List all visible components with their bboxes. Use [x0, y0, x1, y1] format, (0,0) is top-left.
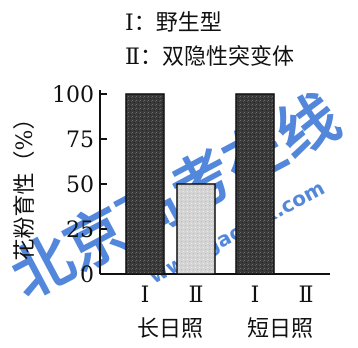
x-tick-label-2-2: Ⅱ	[299, 283, 314, 308]
watermark: 北京高考在线 www.gaokzx.com	[0, 82, 351, 313]
group-label-2: 短日照	[247, 317, 313, 342]
legend-entry-1: Ⅰ：野生型	[125, 11, 222, 36]
bar-1-Ⅰ	[125, 93, 165, 275]
y-tick-label-0: 0	[80, 263, 94, 288]
axes: 0 25 50 75 100	[52, 83, 330, 288]
x-tick-label-1-1: Ⅰ	[141, 283, 150, 308]
y-axis-label: 花粉育性（%）	[13, 108, 38, 261]
bars	[125, 93, 275, 275]
x-tick-label-1-2: Ⅱ	[189, 283, 204, 308]
bar-2-Ⅰ	[235, 93, 275, 275]
labels: 花粉育性（%） Ⅰ Ⅱ 长日照 Ⅰ Ⅱ 短日照	[13, 108, 313, 342]
y-tick-label-75: 75	[66, 128, 94, 153]
y-tick-label-100: 100	[52, 83, 94, 108]
group-label-1: 长日照	[137, 317, 203, 342]
legend-entry-2: Ⅱ：双隐性突变体	[125, 45, 294, 70]
bar-1-Ⅱ	[176, 183, 216, 275]
y-tick-label-25: 25	[66, 218, 94, 243]
x-tick-label-2-1: Ⅰ	[251, 283, 260, 308]
y-tick-label-50: 50	[66, 173, 94, 198]
legend: Ⅰ：野生型 Ⅱ：双隐性突变体	[125, 11, 294, 70]
